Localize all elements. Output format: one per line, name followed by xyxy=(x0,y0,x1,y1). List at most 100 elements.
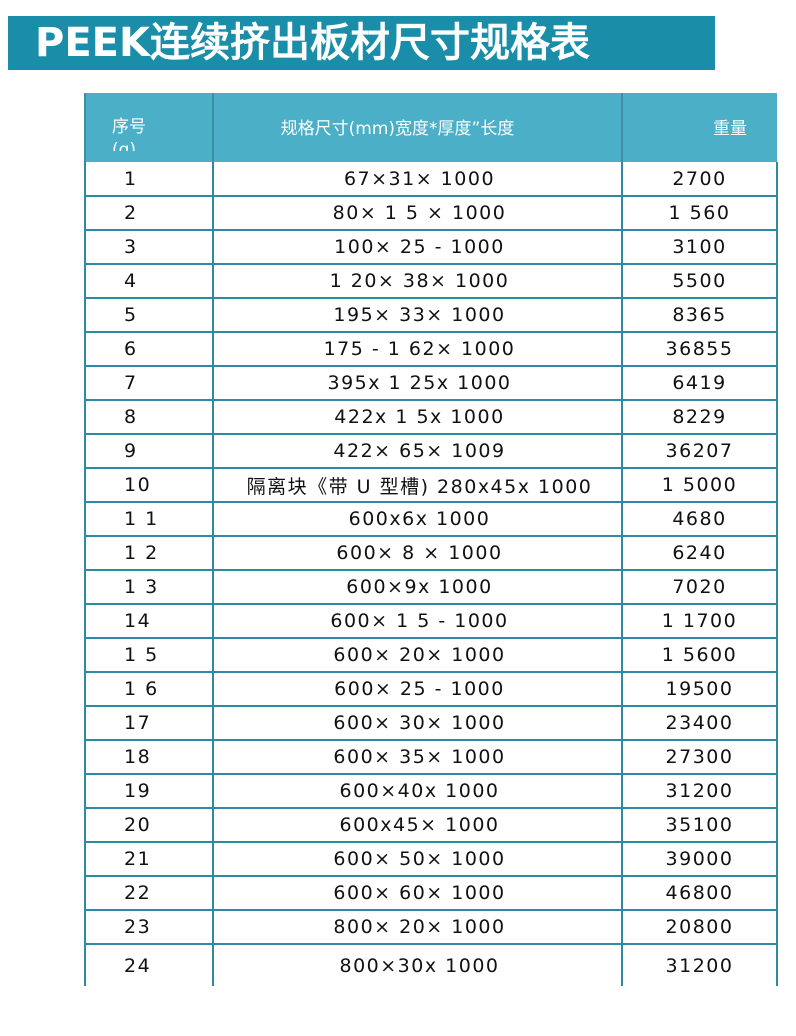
header-no: 序号 (g) xyxy=(84,93,213,162)
cell-weight: 20800 xyxy=(622,910,778,945)
cell-no: 2 xyxy=(84,196,214,231)
cell-weight: 7020 xyxy=(622,570,778,605)
table-row: 19 600×40x 1000 31200 xyxy=(84,774,778,809)
table-row: 1 3 600×9x 1000 7020 xyxy=(84,570,778,605)
cell-weight: 1 1700 xyxy=(622,604,778,639)
cell-no: 14 xyxy=(84,604,214,639)
cell-spec: 600×40x 1000 xyxy=(213,774,623,809)
table-row: 10 隔离块《带 U 型槽) 280x45x 1000 1 5000 xyxy=(84,468,778,503)
cell-no: 7 xyxy=(84,366,214,401)
table-row: 21 600× 50× 1000 39000 xyxy=(84,842,778,877)
cell-spec: 395x 1 25x 1000 xyxy=(213,366,623,401)
cell-no: 1 3 xyxy=(84,570,214,605)
table-row: 5 195× 33× 1000 8365 xyxy=(84,298,778,333)
table-row: 22 600× 60× 1000 46800 xyxy=(84,876,778,911)
cell-spec: 600× 25 - 1000 xyxy=(213,672,623,707)
table-row: 14 600× 1 5 - 1000 1 1700 xyxy=(84,604,778,639)
table-row: 20 600x45× 1000 35100 xyxy=(84,808,778,843)
cell-weight: 8229 xyxy=(622,400,778,435)
cell-spec: 100× 25 - 1000 xyxy=(213,230,623,265)
cell-spec: 600×9x 1000 xyxy=(213,570,623,605)
table-row: 1 2 600× 8 × 1000 6240 xyxy=(84,536,778,571)
cell-spec: 195× 33× 1000 xyxy=(213,298,623,333)
cell-spec: 175 - 1 62× 1000 xyxy=(213,332,623,367)
cell-spec: 800×30x 1000 xyxy=(213,944,623,986)
table-row: 3 100× 25 - 1000 3100 xyxy=(84,230,778,265)
cell-spec: 600× 1 5 - 1000 xyxy=(213,604,623,639)
cell-weight: 31200 xyxy=(622,944,778,986)
table-row: 7 395x 1 25x 1000 6419 xyxy=(84,366,778,401)
cell-spec: 600x6x 1000 xyxy=(213,502,623,537)
cell-no: 4 xyxy=(84,264,214,299)
cell-no: 1 1 xyxy=(84,502,214,537)
cell-spec: 600× 8 × 1000 xyxy=(213,536,623,571)
header-weight: 重量 xyxy=(621,93,777,162)
table-row: 6 175 - 1 62× 1000 36855 xyxy=(84,332,778,367)
cell-spec: 67×31× 1000 xyxy=(213,162,623,197)
cell-no: 1 5 xyxy=(84,638,214,673)
cell-no: 5 xyxy=(84,298,214,333)
cell-weight: 46800 xyxy=(622,876,778,911)
table-row: 8 422x 1 5x 1000 8229 xyxy=(84,400,778,435)
cell-weight: 36207 xyxy=(622,434,778,469)
cell-spec: 422x 1 5x 1000 xyxy=(213,400,623,435)
cell-spec: 80× 1 5 × 1000 xyxy=(213,196,623,231)
cell-no: 20 xyxy=(84,808,214,843)
table-body: 1 67×31× 1000 2700 2 80× 1 5 × 1000 1 560 3 100… xyxy=(84,162,778,986)
header-spec: 规格尺寸(mm)宽度*厚度”长度 xyxy=(212,93,622,162)
cell-spec: 1 20× 38× 1000 xyxy=(213,264,623,299)
cell-spec: 600× 20× 1000 xyxy=(213,638,623,673)
cell-weight: 31200 xyxy=(622,774,778,809)
table-row: 1 67×31× 1000 2700 xyxy=(84,162,778,197)
cell-no: 6 xyxy=(84,332,214,367)
cell-weight: 39000 xyxy=(622,842,778,877)
table-row: 2 80× 1 5 × 1000 1 560 xyxy=(84,196,778,231)
cell-spec: 600× 30× 1000 xyxy=(213,706,623,741)
cell-spec: 800× 20× 1000 xyxy=(213,910,623,945)
cell-no: 22 xyxy=(84,876,214,911)
cell-no: 3 xyxy=(84,230,214,265)
table-row: 23 800× 20× 1000 20800 xyxy=(84,910,778,945)
table-row: 18 600× 35× 1000 27300 xyxy=(84,740,778,775)
cell-no: 1 xyxy=(84,162,214,197)
cell-spec: 422× 65× 1009 xyxy=(213,434,623,469)
cell-weight: 27300 xyxy=(622,740,778,775)
cell-no: 1 2 xyxy=(84,536,214,571)
cell-no: 21 xyxy=(84,842,214,877)
cell-no: 1 6 xyxy=(84,672,214,707)
cell-weight: 2700 xyxy=(622,162,778,197)
cell-no: 24 xyxy=(84,944,214,986)
table-row: 1 1 600x6x 1000 4680 xyxy=(84,502,778,537)
cell-no: 23 xyxy=(84,910,214,945)
cell-no: 9 xyxy=(84,434,214,469)
cell-no: 19 xyxy=(84,774,214,809)
cell-weight: 1 5000 xyxy=(622,468,778,503)
cell-weight: 3100 xyxy=(622,230,778,265)
cell-weight: 36855 xyxy=(622,332,778,367)
page-title: PEEK连续挤出板材尺寸规格表 xyxy=(35,20,590,66)
cell-no: 8 xyxy=(84,400,214,435)
table-row: 1 6 600× 25 - 1000 19500 xyxy=(84,672,778,707)
cell-weight: 1 560 xyxy=(622,196,778,231)
title-banner: PEEK连续挤出板材尺寸规格表 xyxy=(8,16,715,70)
cell-weight: 6240 xyxy=(622,536,778,571)
cell-weight: 23400 xyxy=(622,706,778,741)
cell-no: 17 xyxy=(84,706,214,741)
header-no-label: 序号 xyxy=(112,117,146,137)
header-no-unit: (g) xyxy=(112,141,137,151)
cell-weight: 8365 xyxy=(622,298,778,333)
cell-no: 18 xyxy=(84,740,214,775)
table-row: 17 600× 30× 1000 23400 xyxy=(84,706,778,741)
cell-weight: 6419 xyxy=(622,366,778,401)
cell-weight: 19500 xyxy=(622,672,778,707)
cell-spec: 600× 60× 1000 xyxy=(213,876,623,911)
cell-spec: 600× 35× 1000 xyxy=(213,740,623,775)
cell-weight: 35100 xyxy=(622,808,778,843)
table-row: 1 5 600× 20× 1000 1 5600 xyxy=(84,638,778,673)
spec-table: 序号 (g) 规格尺寸(mm)宽度*厚度”长度 重量 1 67×31× 1000 2… xyxy=(84,93,778,986)
cell-weight: 5500 xyxy=(622,264,778,299)
cell-weight: 4680 xyxy=(622,502,778,537)
cell-spec: 隔离块《带 U 型槽) 280x45x 1000 xyxy=(213,468,623,503)
cell-weight: 1 5600 xyxy=(622,638,778,673)
